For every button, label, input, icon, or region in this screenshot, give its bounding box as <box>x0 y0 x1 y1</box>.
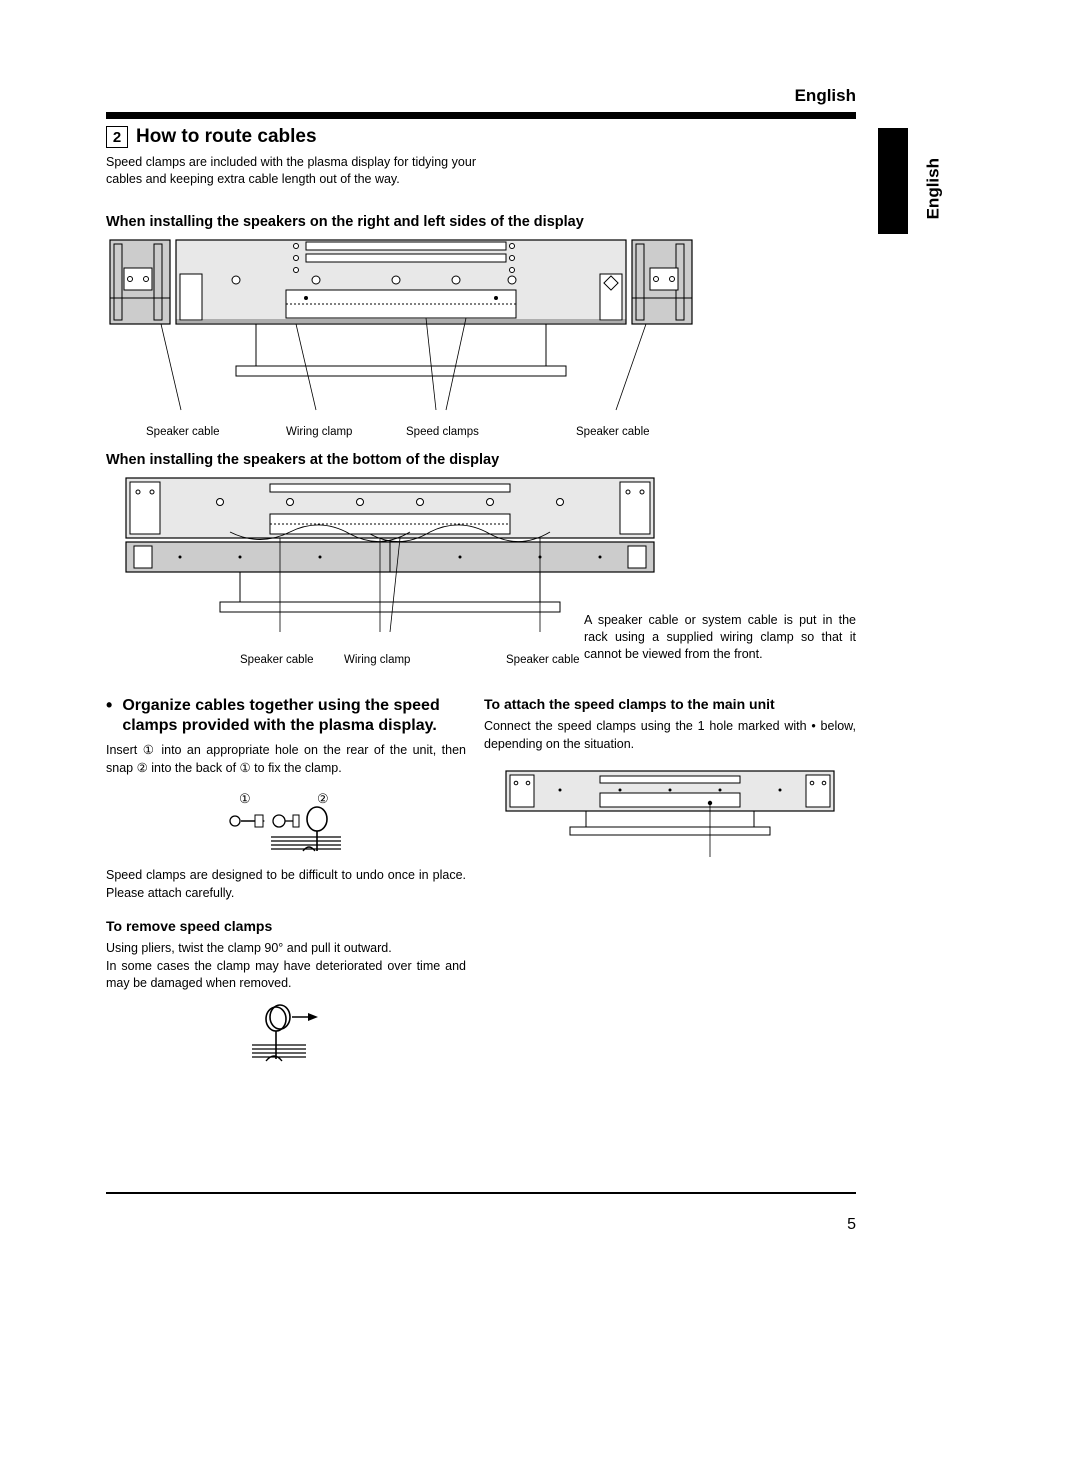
page-number: 5 <box>106 1216 856 1234</box>
d2-label-3: Speaker cable <box>506 654 580 666</box>
section-title-row: 2 How to route cables <box>106 126 317 148</box>
organize-text1: Insert ① into an appropriate hole on the… <box>106 742 466 777</box>
header-rule <box>106 112 856 119</box>
d2-label-2: Wiring clamp <box>344 654 410 666</box>
header-language: English <box>795 86 856 106</box>
attach-text: Connect the speed clamps using the 1 hol… <box>484 718 856 753</box>
remove-text: Using pliers, twist the clamp 90° and pu… <box>106 940 466 993</box>
right-column: To attach the speed clamps to the main u… <box>484 696 856 865</box>
sub1-title: When installing the speakers on the righ… <box>106 214 584 230</box>
d2-label-1: Speaker cable <box>240 654 314 666</box>
footer-rule <box>106 1192 856 1194</box>
remove-clamp-diagram <box>246 1003 326 1069</box>
attach-heading: To attach the speed clamps to the main u… <box>484 696 856 712</box>
organize-text2: Speed clamps are designed to be difficul… <box>106 867 466 902</box>
left-column: • Organize cables together using the spe… <box>106 696 466 1069</box>
side-language-tab <box>878 128 908 234</box>
diagram2-note: A speaker cable or system cable is put i… <box>584 612 856 663</box>
symbol-one: ① <box>239 791 251 806</box>
attach-diagram <box>500 765 840 865</box>
side-language-label: English <box>923 158 943 219</box>
symbol-two: ② <box>317 791 329 806</box>
sub2-title: When installing the speakers at the bott… <box>106 452 499 468</box>
d1-label-3: Speed clamps <box>406 426 479 438</box>
speed-clamp-diagram: ① ② <box>221 791 351 855</box>
d1-label-1: Speaker cable <box>146 426 220 438</box>
organize-heading-text: Organize cables together using the speed… <box>122 696 466 736</box>
organize-heading: • Organize cables together using the spe… <box>106 696 466 736</box>
diagram-side-speakers <box>106 234 696 424</box>
d1-label-2: Wiring clamp <box>286 426 352 438</box>
section-title: How to route cables <box>136 126 317 148</box>
d1-label-4: Speaker cable <box>576 426 650 438</box>
section-number-box: 2 <box>106 126 128 148</box>
bullet-icon: • <box>106 696 112 736</box>
intro-text: Speed clamps are included with the plasm… <box>106 154 476 188</box>
remove-heading: To remove speed clamps <box>106 918 466 934</box>
diagram-bottom-speakers <box>120 472 660 642</box>
